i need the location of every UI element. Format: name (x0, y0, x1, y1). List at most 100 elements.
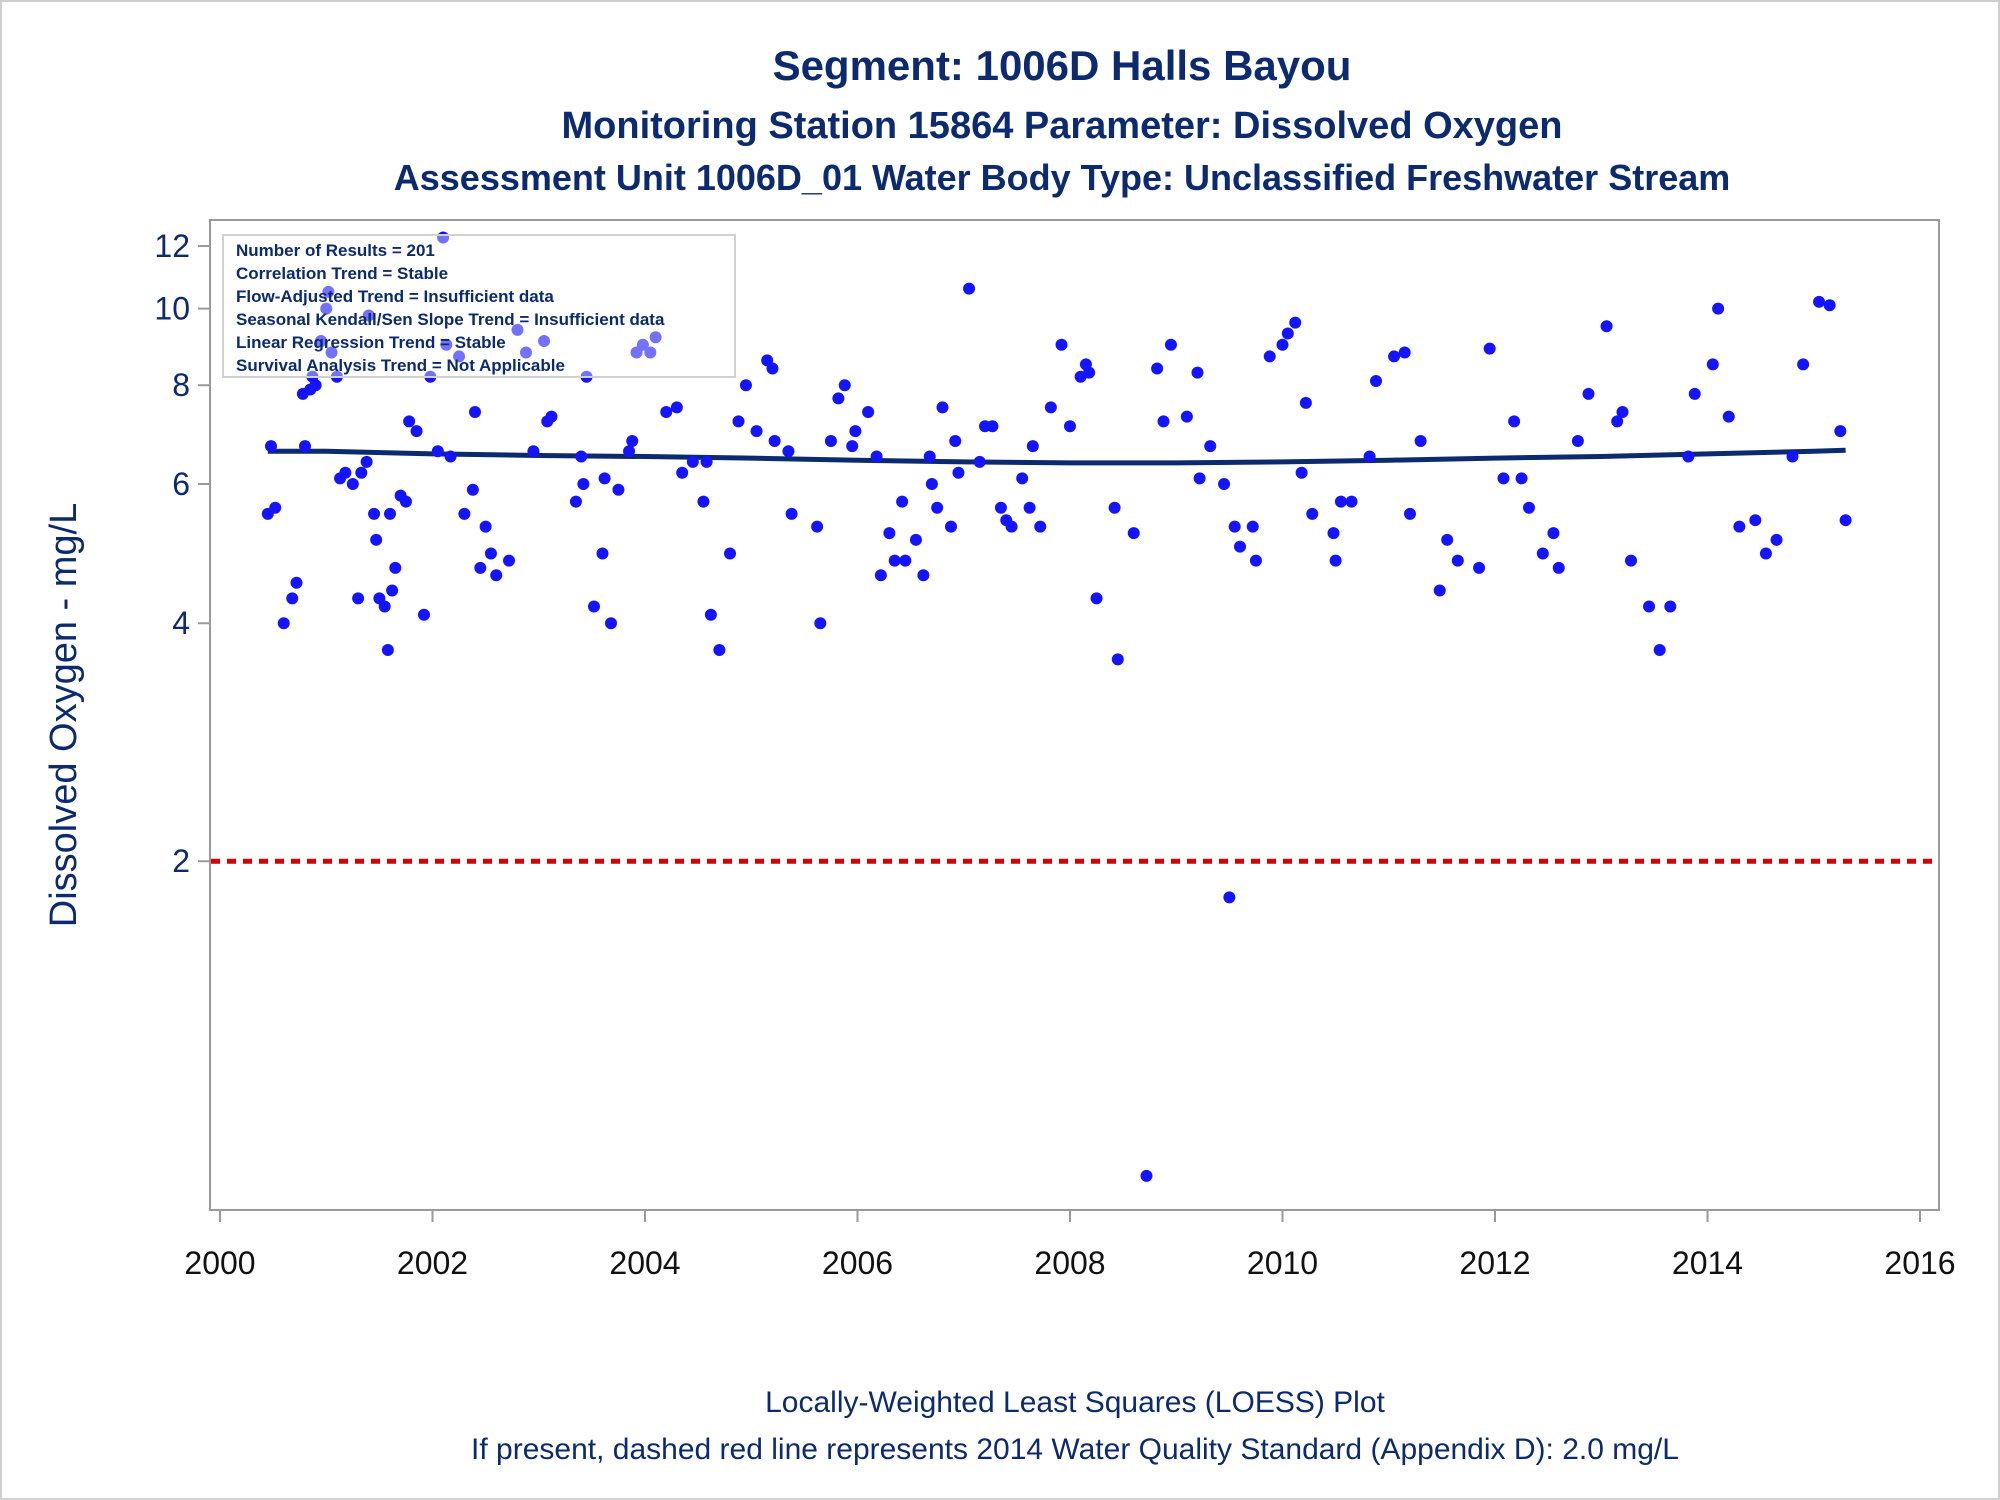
data-point (431, 445, 444, 458)
data-point (724, 547, 736, 560)
data-point (768, 435, 781, 448)
stats-flow-adjusted-trend: Flow-Adjusted Trend = Insufficient data (236, 287, 554, 306)
data-point (1044, 401, 1057, 414)
data-point (527, 445, 540, 458)
y-tick-label: 6 (172, 466, 190, 502)
data-point (1839, 514, 1852, 527)
data-point (1108, 501, 1121, 514)
data-point (644, 346, 657, 359)
stats-seasonal-kendall-trend: Seasonal Kendall/Sen Slope Trend = Insuf… (236, 310, 665, 329)
data-point (1234, 540, 1246, 553)
data-point (1026, 440, 1039, 453)
x-tick-label: 2004 (609, 1245, 680, 1281)
data-point (286, 592, 299, 605)
data-point (538, 334, 551, 347)
data-point (418, 608, 430, 621)
data-point (1433, 584, 1446, 597)
data-point (814, 617, 827, 630)
data-point (1151, 362, 1164, 375)
stats-number-of-results: Number of Results = 201 (236, 241, 435, 260)
data-point (577, 478, 590, 491)
data-point (1034, 520, 1047, 533)
data-point (403, 415, 416, 428)
data-point (1813, 295, 1826, 308)
y-tick-label: 4 (172, 605, 190, 641)
data-point (1193, 472, 1206, 485)
data-point (575, 450, 588, 463)
data-point (750, 425, 763, 438)
data-point (896, 495, 909, 508)
data-point (1712, 302, 1725, 315)
data-point (1643, 600, 1656, 613)
x-tick-label: 2006 (822, 1245, 893, 1281)
data-point (945, 520, 957, 533)
data-point (1722, 410, 1735, 423)
data-point (378, 600, 391, 613)
x-tick-label: 2010 (1247, 1245, 1318, 1281)
data-point (1218, 478, 1231, 491)
data-point (626, 435, 639, 448)
data-point (1797, 358, 1810, 371)
data-point (1611, 415, 1624, 428)
data-point (739, 379, 752, 392)
data-point (899, 554, 912, 567)
data-point (309, 379, 322, 392)
data-point (605, 617, 617, 630)
data-point (1055, 338, 1068, 351)
data-point (1523, 501, 1535, 514)
stats-survival-analysis-trend: Survival Analysis Trend = Not Applicable (236, 356, 565, 375)
data-point (1329, 554, 1342, 567)
data-point (370, 533, 383, 546)
data-point (466, 483, 479, 496)
data-point (1786, 450, 1799, 463)
x-tick-label: 2016 (1884, 1245, 1955, 1281)
data-point (636, 338, 649, 351)
data-point (1289, 316, 1302, 329)
data-point (1157, 415, 1170, 428)
data-point (832, 392, 845, 405)
y-axis: 2 4 6 8 10 12 (154, 228, 210, 879)
data-point (1582, 387, 1595, 400)
data-point (973, 455, 986, 468)
data-point (1497, 472, 1510, 485)
data-point (1653, 643, 1666, 656)
data-point (888, 554, 901, 567)
data-point (1223, 891, 1236, 904)
data-point (596, 547, 609, 560)
data-point (1733, 520, 1746, 533)
data-point (1370, 374, 1382, 387)
data-point (458, 507, 471, 520)
data-point (1327, 527, 1340, 540)
data-point (1552, 561, 1565, 574)
data-point (384, 507, 396, 520)
chart-subtitle-station: Monitoring Station 15864 Parameter: Diss… (562, 105, 1563, 147)
data-point (1664, 600, 1677, 613)
data-point (811, 520, 824, 533)
data-point (1834, 425, 1847, 438)
data-point (322, 285, 335, 298)
chart-title: Segment: 1006D Halls Bayou (773, 42, 1352, 89)
data-point (785, 507, 798, 520)
data-point (1299, 396, 1312, 409)
data-point (1204, 440, 1217, 453)
data-point (1281, 327, 1294, 340)
data-point (1536, 547, 1549, 560)
data-point (1263, 350, 1276, 363)
data-point (1295, 466, 1308, 479)
data-point (269, 501, 282, 514)
data-point (963, 282, 976, 295)
data-point (453, 350, 466, 363)
data-point (1770, 533, 1783, 546)
data-point (320, 302, 333, 315)
x-axis: 2000 2002 2004 2006 2008 2010 2012 2014 2016 (184, 1210, 1956, 1281)
data-point (1127, 527, 1140, 540)
data-point (1191, 366, 1204, 379)
data-point (713, 643, 726, 656)
data-point (952, 466, 965, 479)
footnote-standard: If present, dashed red line represents 2… (471, 1433, 1679, 1466)
data-point (314, 334, 327, 347)
data-point (290, 576, 303, 589)
data-point (1083, 366, 1096, 379)
data-point (1246, 520, 1259, 533)
